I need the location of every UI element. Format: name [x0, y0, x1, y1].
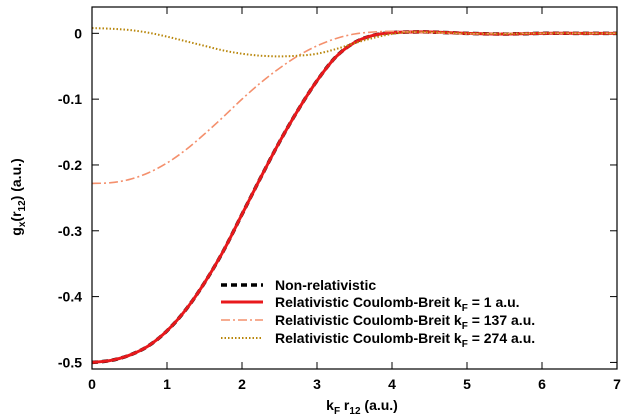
x-tick-label: 2 — [238, 376, 246, 392]
x-tick-label: 5 — [463, 376, 471, 392]
x-tick-label: 6 — [538, 376, 546, 392]
x-tick-label: 4 — [388, 376, 396, 392]
y-tick-label: -0.1 — [58, 91, 82, 107]
series-line-kf-137 — [91, 30, 617, 185]
legend: Non-relativistic Relativistic Coulomb-Br… — [221, 277, 535, 350]
legend-label-kf-274: Relativistic Coulomb-Breit kF = 274 a.u. — [275, 330, 535, 350]
y-tick-label: -0.2 — [58, 157, 82, 173]
x-tick-label: 7 — [613, 376, 621, 392]
x-tick-label: 1 — [163, 376, 171, 392]
y-axis-label: gx(r12) (a.u.) — [8, 158, 28, 235]
legend-label-kf-137: Relativistic Coulomb-Breit kF = 137 a.u. — [275, 312, 535, 332]
y-tick-label: -0.4 — [58, 289, 82, 305]
legend-label-kf-1: Relativistic Coulomb-Breit kF = 1 a.u. — [275, 294, 520, 314]
y-tick-label: -0.5 — [58, 354, 82, 370]
series-layer — [91, 27, 617, 365]
y-tick-label: -0.3 — [58, 223, 82, 239]
x-tick-label: 0 — [88, 376, 96, 392]
ticks-layer: 0 1 2 3 4 5 6 7 0 -0.1 -0.2 -0.3 -0.4 -0.5 — [58, 7, 621, 392]
y-tick-label: 0 — [74, 25, 82, 41]
plot-frame — [91, 6, 618, 370]
series-line-kf-274 — [91, 27, 617, 58]
x-tick-label: 3 — [313, 376, 321, 392]
x-axis-label: kF r12 (a.u.) — [326, 397, 398, 417]
legend-label-non-relativistic: Non-relativistic — [275, 277, 376, 293]
